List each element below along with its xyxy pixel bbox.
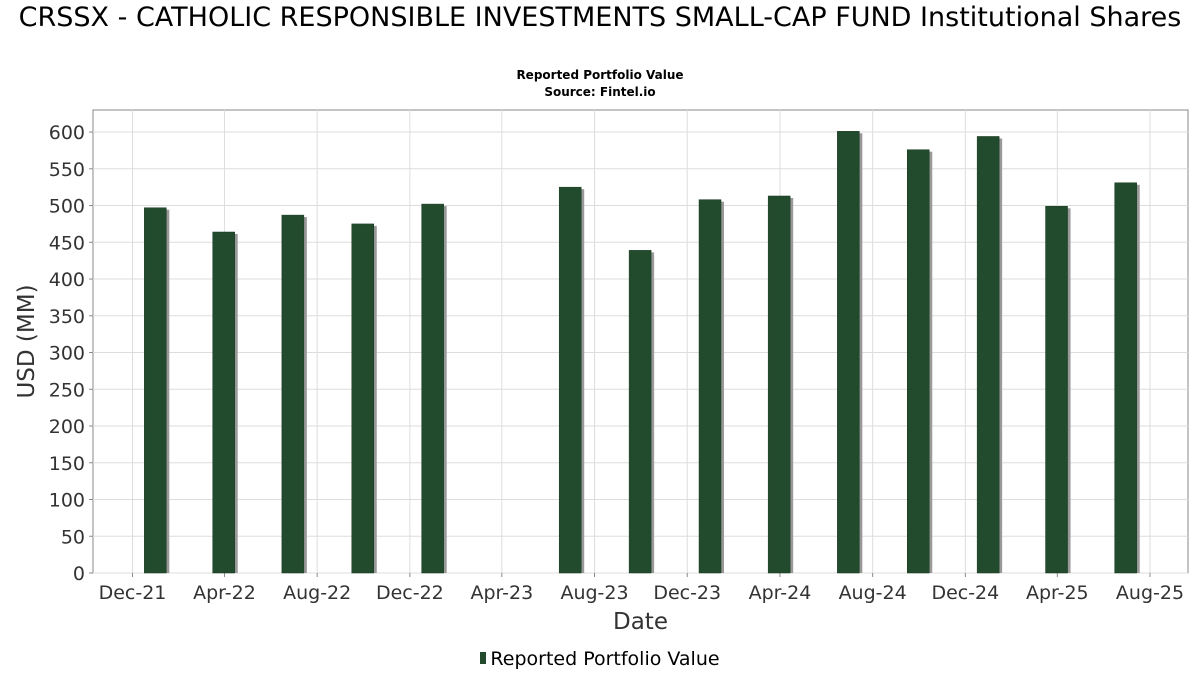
x-tick-label: Dec-21 [99,582,167,604]
y-tick-label: 300 [49,343,85,365]
x-tick-label: Aug-25 [1116,582,1184,604]
x-tick-label: Apr-23 [470,582,533,604]
y-axis-title: USD (MM) [14,284,40,398]
chart-subtitle: Reported Portfolio Value [516,68,684,82]
x-tick-label: Aug-23 [560,582,628,604]
x-tick-label: Apr-24 [749,582,812,604]
x-tick-label: Aug-24 [839,582,907,604]
y-tick-label: 350 [49,306,85,328]
y-tick-label: 500 [49,196,85,218]
bar [1045,206,1068,574]
legend-swatch-icon [480,652,487,664]
y-tick-label: 100 [49,490,85,512]
y-tick-label: 0 [73,563,85,585]
x-tick-label: Dec-24 [931,582,999,604]
legend-label: Reported Portfolio Value [490,648,720,670]
chart-source: Source: Fintel.io [544,85,656,99]
y-tick-label: 250 [49,379,85,401]
bar [212,231,235,574]
bar [698,199,722,574]
y-tick-label: 600 [49,122,85,144]
x-tick-label: Dec-23 [653,582,721,604]
x-tick-label: Aug-22 [283,582,351,604]
bar [1114,182,1137,574]
y-tick-label: 400 [49,269,85,291]
y-tick-label: 200 [49,416,85,438]
y-tick-label: 150 [49,453,85,475]
y-tick-label: 50 [61,526,85,548]
bar [837,131,860,574]
bar [767,195,791,574]
chart-title: CRSSX - CATHOLIC RESPONSIBLE INVESTMENTS… [18,2,1182,33]
bar [628,250,652,574]
x-tick-label: Apr-25 [1026,582,1089,604]
x-axis-title: Date [613,609,668,635]
bar [906,149,930,574]
y-tick-label: 450 [49,232,85,254]
bar [281,214,305,574]
bar [351,223,375,574]
x-tick-label: Dec-22 [376,582,444,604]
legend: Reported Portfolio Value [0,647,1200,671]
y-tick-label: 550 [49,159,85,181]
bar [558,186,582,574]
bar [144,207,167,574]
bar [421,203,444,574]
bar [976,136,1000,574]
x-tick-label: Apr-22 [193,582,256,604]
